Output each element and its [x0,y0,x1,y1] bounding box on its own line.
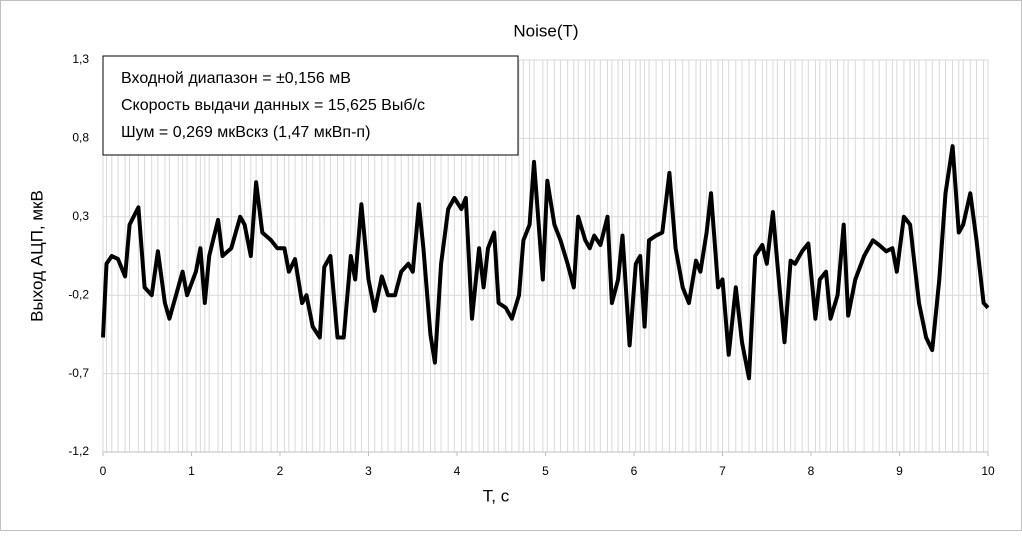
x-tick-label: 9 [896,464,903,478]
x-axis-label: T, c [483,486,510,505]
noise-line [101,144,990,381]
x-tick-label: 3 [365,464,372,478]
plot [101,144,990,381]
annotation: Входной диапазон = ±0,156 мВ [121,70,351,87]
y-tick-label: 1,3 [72,52,89,66]
annotation-box [102,55,519,156]
y-tick-label: -0,2 [68,287,89,301]
annotation: Шум = 0,269 мкВскз (1,47 мкВп-п) [121,124,370,141]
chart-title: Noise(T) [513,21,578,40]
x-tick-label: 1 [188,464,195,478]
y-tick-label: 0,8 [72,131,89,145]
x-tick-label: 7 [719,464,726,478]
x-tick-label: 4 [454,464,461,478]
annotation: Скорость выдачи данных = 15,625 Выб/с [121,97,425,114]
x-tick-label: 2 [277,464,284,478]
y-tick-label: -0,7 [68,366,89,380]
y-axis-label: Выход АЦП, мкВ [27,190,46,322]
y-tick-label: -1,2 [68,444,89,458]
x-tick-label: 0 [100,464,107,478]
x-tick-label: 6 [631,464,638,478]
x-tick-label: 10 [981,464,995,478]
y-tick-label: 0,3 [72,209,89,223]
x-tick-label: 8 [808,464,815,478]
x-tick-label: 5 [542,464,549,478]
annotations: Входной диапазон = ±0,156 мВ Скорость выд… [121,70,425,141]
